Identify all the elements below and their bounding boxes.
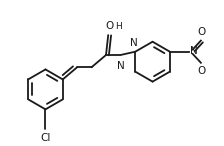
Text: N: N: [190, 46, 198, 56]
Text: N: N: [116, 61, 124, 71]
Text: H: H: [115, 22, 122, 31]
Text: N: N: [130, 38, 138, 48]
Text: Cl: Cl: [40, 133, 51, 143]
Text: O: O: [198, 27, 206, 37]
Text: O: O: [105, 21, 113, 31]
Text: O: O: [198, 66, 206, 76]
